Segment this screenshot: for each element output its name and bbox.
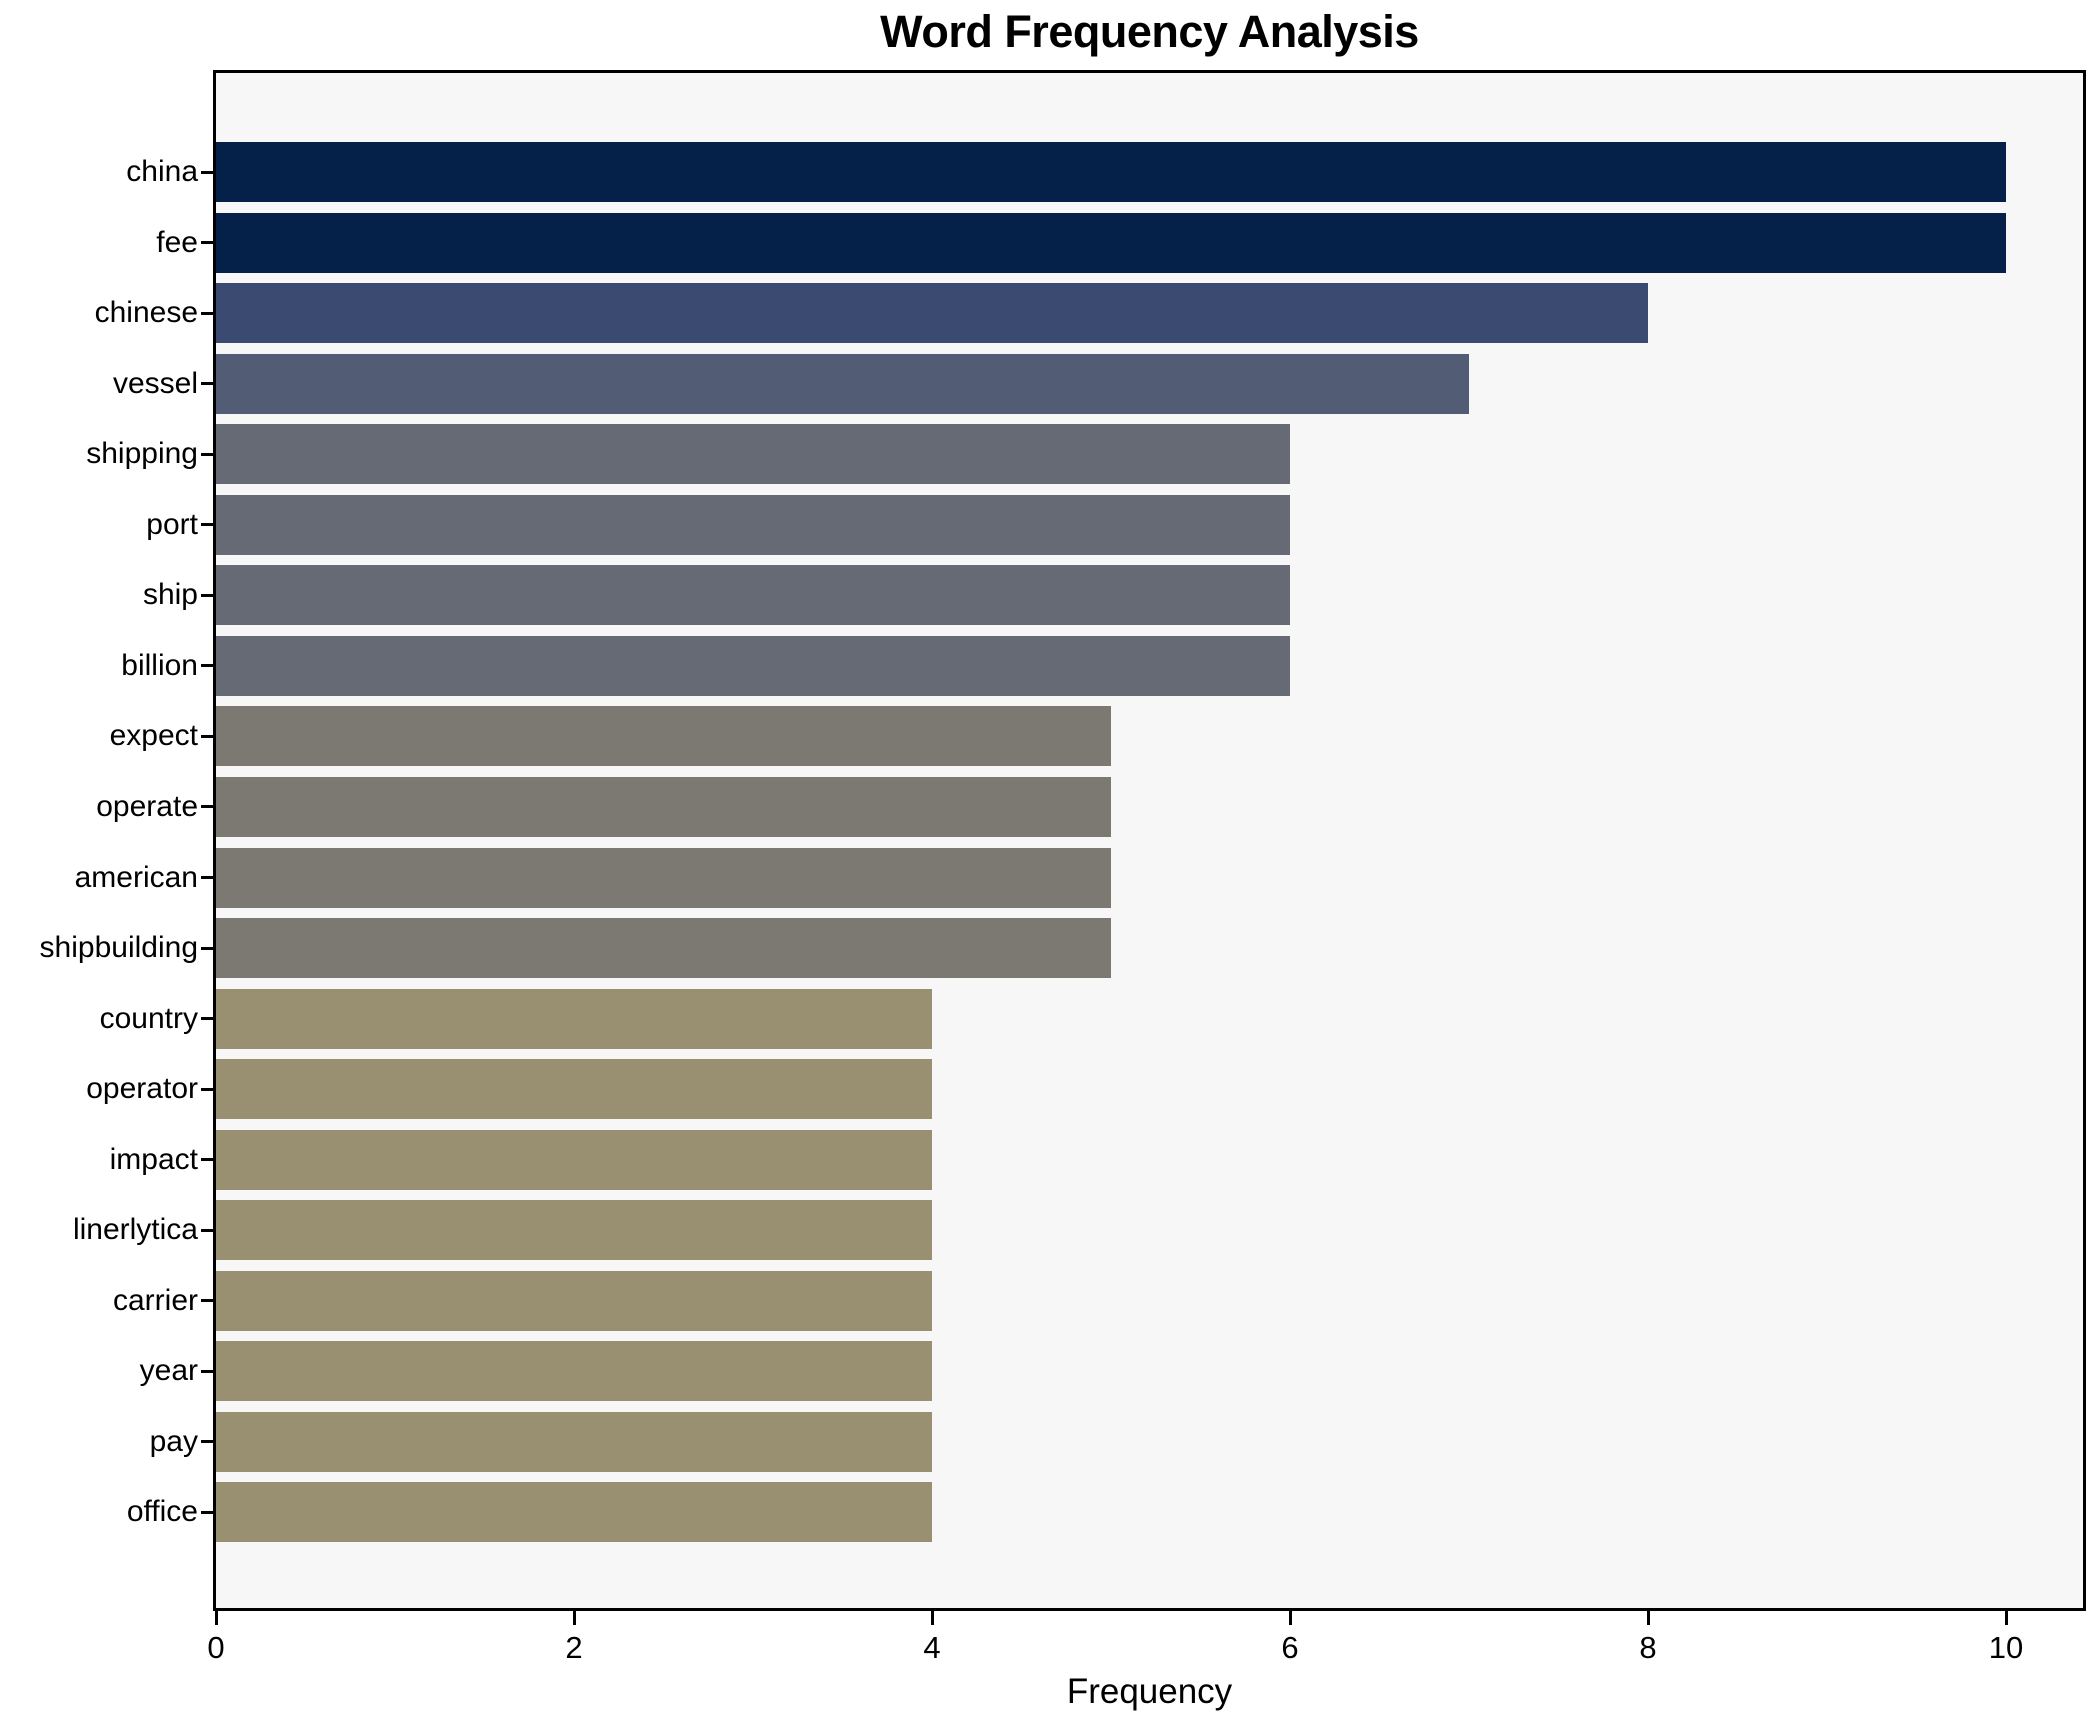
x-tick-mark	[2004, 1611, 2008, 1625]
bar-country	[216, 988, 932, 1049]
y-tick-label-port: port	[146, 507, 198, 541]
bar-port	[216, 494, 1291, 555]
bar-carrier	[216, 1270, 932, 1331]
y-tick-label-linerlytica: linerlytica	[72, 1213, 198, 1247]
y-tick-label-fee: fee	[156, 225, 198, 259]
y-tick-mark	[201, 241, 213, 245]
y-tick-mark	[201, 805, 213, 809]
y-tick-mark	[201, 593, 213, 597]
y-tick-mark	[201, 523, 213, 527]
y-tick-mark	[201, 1369, 213, 1373]
y-tick-label-pay: pay	[149, 1424, 198, 1458]
y-tick-label-impact: impact	[109, 1142, 198, 1176]
bar-expect	[216, 706, 1111, 767]
bar-linerlytica	[216, 1200, 932, 1261]
x-tick-mark	[572, 1611, 576, 1625]
y-tick-mark	[201, 1087, 213, 1091]
y-tick-label-billion: billion	[121, 648, 198, 682]
x-tick-mark	[1646, 1611, 1650, 1625]
y-tick-label-chinese: chinese	[94, 296, 198, 330]
y-tick-mark	[201, 1228, 213, 1232]
x-tick-label-0: 0	[207, 1630, 225, 1665]
y-tick-mark	[201, 170, 213, 174]
bar-chinese	[216, 283, 1649, 344]
y-tick-label-year: year	[139, 1354, 198, 1388]
x-axis-title: Frequency	[1066, 1672, 1233, 1711]
bar-fee	[216, 212, 2007, 273]
y-tick-mark	[201, 311, 213, 315]
x-tick-label-4: 4	[923, 1630, 941, 1665]
y-tick-label-operate: operate	[96, 789, 198, 823]
y-tick-label-vessel: vessel	[112, 366, 198, 400]
bar-china	[216, 142, 2007, 202]
y-tick-mark	[201, 1440, 213, 1444]
y-tick-mark	[201, 1299, 213, 1303]
bar-billion	[216, 635, 1291, 696]
bar-operator	[216, 1059, 932, 1120]
bar-ship	[216, 565, 1291, 626]
y-tick-mark	[201, 382, 213, 386]
bar-shipbuilding	[216, 918, 1111, 979]
y-tick-label-china: china	[126, 155, 198, 188]
y-tick-mark	[201, 946, 213, 950]
bar-impact	[216, 1129, 932, 1190]
y-tick-label-shipping: shipping	[86, 437, 198, 471]
x-tick-mark	[214, 1611, 218, 1625]
y-tick-mark	[201, 664, 213, 668]
y-tick-label-expect: expect	[109, 719, 198, 753]
y-tick-mark	[201, 876, 213, 879]
x-tick-label-10: 10	[1988, 1630, 2024, 1665]
y-tick-label-american: american	[74, 860, 198, 894]
bar-shipping	[216, 424, 1291, 485]
y-tick-mark	[201, 1158, 213, 1162]
bar-american	[216, 847, 1111, 908]
y-tick-label-carrier: carrier	[112, 1283, 198, 1317]
bar-operate	[216, 776, 1111, 837]
x-tick-label-6: 6	[1281, 1630, 1299, 1665]
bar-pay	[216, 1411, 932, 1472]
y-tick-mark	[201, 734, 213, 738]
bar-vessel	[216, 353, 1470, 414]
bar-office	[216, 1482, 932, 1543]
y-tick-label-shipbuilding: shipbuilding	[39, 931, 198, 965]
plot-area	[213, 70, 2086, 1611]
y-tick-label-operator: operator	[86, 1072, 198, 1106]
y-tick-mark	[201, 1510, 213, 1514]
y-tick-label-ship: ship	[142, 578, 198, 612]
x-tick-label-2: 2	[565, 1630, 583, 1665]
y-tick-label-office: office	[126, 1495, 198, 1529]
y-tick-mark	[201, 1017, 213, 1021]
x-tick-mark	[1288, 1611, 1292, 1625]
x-tick-mark	[930, 1611, 934, 1625]
y-tick-label-country: country	[99, 1001, 198, 1035]
x-tick-label-8: 8	[1639, 1630, 1657, 1665]
bar-year	[216, 1341, 932, 1402]
y-tick-mark	[201, 452, 213, 456]
chart-title: Word Frequency Analysis	[880, 6, 1419, 57]
